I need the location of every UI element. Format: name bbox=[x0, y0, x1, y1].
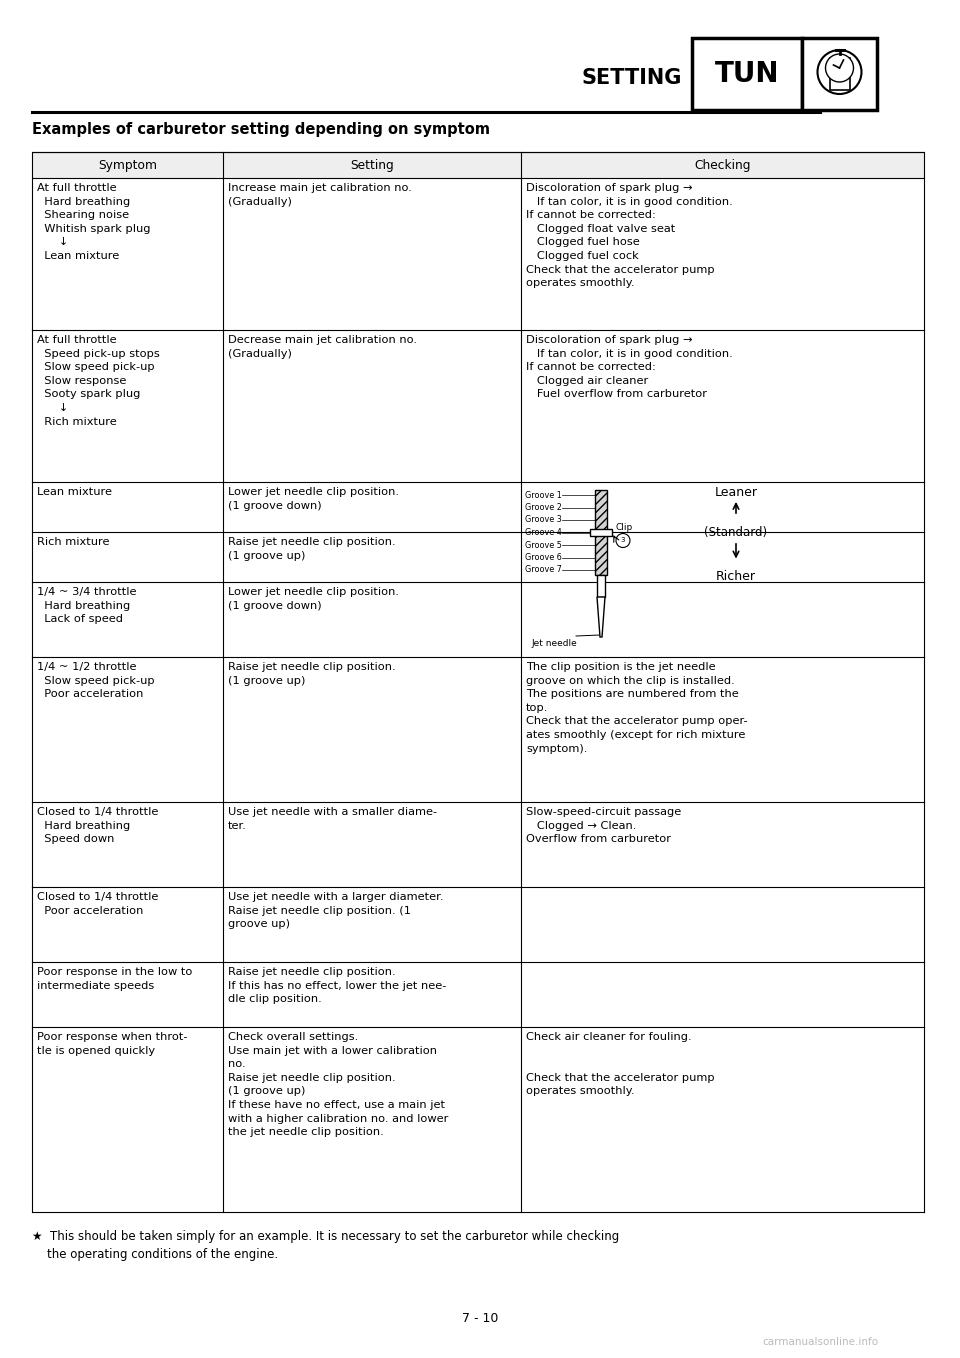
Text: Discoloration of spark plug →
   If tan color, it is in good condition.
If canno: Discoloration of spark plug → If tan col… bbox=[526, 183, 732, 288]
Text: Groove 3: Groove 3 bbox=[525, 516, 562, 524]
Text: Richer: Richer bbox=[716, 569, 756, 583]
Text: Poor response when throt-
tle is opened quickly: Poor response when throt- tle is opened … bbox=[37, 1032, 187, 1055]
Text: Groove 5: Groove 5 bbox=[525, 540, 562, 550]
Text: Use jet needle with a larger diameter.
Raise jet needle clip position. (1
groove: Use jet needle with a larger diameter. R… bbox=[228, 892, 444, 929]
Text: Closed to 1/4 throttle
  Poor acceleration: Closed to 1/4 throttle Poor acceleration bbox=[37, 892, 158, 915]
Text: Checking: Checking bbox=[694, 159, 751, 171]
Text: Groove 1: Groove 1 bbox=[525, 490, 562, 500]
Text: Groove 2: Groove 2 bbox=[525, 502, 562, 512]
Text: Increase main jet calibration no.
(Gradually): Increase main jet calibration no. (Gradu… bbox=[228, 183, 412, 206]
Text: Lower jet needle clip position.
(1 groove down): Lower jet needle clip position. (1 groov… bbox=[228, 587, 399, 611]
Text: ★  This should be taken simply for an example. It is necessary to set the carbur: ★ This should be taken simply for an exa… bbox=[32, 1230, 619, 1262]
Text: Rich mixture: Rich mixture bbox=[37, 536, 109, 547]
Text: Check air cleaner for fouling.


Check that the accelerator pump
operates smooth: Check air cleaner for fouling. Check tha… bbox=[526, 1032, 714, 1096]
Text: At full throttle
  Hard breathing
  Shearing noise
  Whitish spark plug
      ↓
: At full throttle Hard breathing Shearing… bbox=[37, 183, 151, 261]
Text: Examples of carburetor setting depending on symptom: Examples of carburetor setting depending… bbox=[32, 122, 490, 137]
Text: SETTING: SETTING bbox=[582, 68, 682, 88]
Bar bbox=[597, 574, 605, 598]
Circle shape bbox=[826, 54, 853, 81]
Text: Closed to 1/4 throttle
  Hard breathing
  Speed down: Closed to 1/4 throttle Hard breathing Sp… bbox=[37, 807, 158, 845]
Text: Groove 7: Groove 7 bbox=[525, 565, 562, 574]
Text: Clip: Clip bbox=[615, 523, 633, 532]
Text: 7 - 10: 7 - 10 bbox=[462, 1312, 498, 1324]
Text: Lean mixture: Lean mixture bbox=[37, 488, 112, 497]
Text: 1/4 ~ 3/4 throttle
  Hard breathing
  Lack of speed: 1/4 ~ 3/4 throttle Hard breathing Lack o… bbox=[37, 587, 136, 625]
Text: Raise jet needle clip position.
(1 groove up): Raise jet needle clip position. (1 groov… bbox=[228, 661, 396, 686]
Bar bbox=[692, 38, 802, 110]
Text: Poor response in the low to
intermediate speeds: Poor response in the low to intermediate… bbox=[37, 967, 192, 990]
Text: (Standard): (Standard) bbox=[705, 526, 768, 539]
Text: TUN: TUN bbox=[715, 60, 780, 88]
Bar bbox=[32, 152, 924, 178]
Text: Use jet needle with a smaller diame-
ter.: Use jet needle with a smaller diame- ter… bbox=[228, 807, 437, 831]
Text: Slow-speed-circuit passage
   Clogged → Clean.
Overflow from carburetor: Slow-speed-circuit passage Clogged → Cle… bbox=[526, 807, 682, 845]
Text: 3: 3 bbox=[621, 538, 625, 543]
Text: carmanualsonline.info: carmanualsonline.info bbox=[762, 1338, 878, 1347]
Text: Check overall settings.
Use main jet with a lower calibration
no.
Raise jet need: Check overall settings. Use main jet wit… bbox=[228, 1032, 448, 1137]
Text: The clip position is the jet needle
groove on which the clip is installed.
The p: The clip position is the jet needle groo… bbox=[526, 661, 748, 754]
Text: Lower jet needle clip position.
(1 groove down): Lower jet needle clip position. (1 groov… bbox=[228, 488, 399, 511]
Text: Groove 6: Groove 6 bbox=[525, 553, 562, 562]
Text: 1/4 ~ 1/2 throttle
  Slow speed pick-up
  Poor acceleration: 1/4 ~ 1/2 throttle Slow speed pick-up Po… bbox=[37, 661, 155, 699]
Text: Raise jet needle clip position.
(1 groove up): Raise jet needle clip position. (1 groov… bbox=[228, 536, 396, 561]
Text: Setting: Setting bbox=[350, 159, 394, 171]
Text: Jet needle: Jet needle bbox=[531, 640, 577, 648]
Polygon shape bbox=[597, 598, 605, 637]
Text: Groove 4: Groove 4 bbox=[525, 528, 562, 536]
Bar bbox=[595, 490, 607, 574]
Bar bbox=[802, 38, 877, 110]
Text: Discoloration of spark plug →
   If tan color, it is in good condition.
If canno: Discoloration of spark plug → If tan col… bbox=[526, 335, 732, 399]
Text: Raise jet needle clip position.
If this has no effect, lower the jet nee-
dle cl: Raise jet needle clip position. If this … bbox=[228, 967, 446, 1004]
Text: Symptom: Symptom bbox=[98, 159, 157, 171]
Bar bbox=[590, 530, 612, 536]
Text: Leaner: Leaner bbox=[714, 486, 757, 500]
Bar bbox=[829, 58, 850, 90]
Text: Decrease main jet calibration no.
(Gradually): Decrease main jet calibration no. (Gradu… bbox=[228, 335, 417, 359]
Text: At full throttle
  Speed pick-up stops
  Slow speed pick-up
  Slow response
  So: At full throttle Speed pick-up stops Slo… bbox=[37, 335, 159, 426]
